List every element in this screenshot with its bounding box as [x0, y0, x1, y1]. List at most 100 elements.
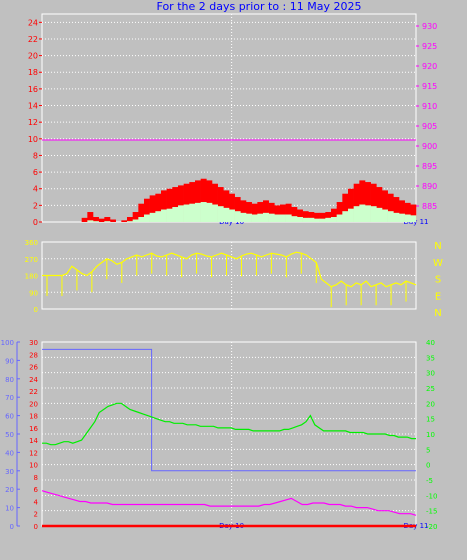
- left-tick-label: 26: [29, 364, 38, 372]
- left-tick-label: 4: [34, 498, 39, 506]
- right-tick-label: 30: [426, 370, 435, 378]
- compass-label: N: [434, 241, 441, 252]
- right-tick-label: 0: [426, 462, 430, 470]
- gust-bar: [161, 190, 167, 222]
- wind-bar: [87, 220, 94, 222]
- gust-bar: [308, 212, 315, 222]
- humidity-tick-label: 10: [5, 505, 14, 513]
- gust-bar: [217, 187, 224, 222]
- gust-bar: [382, 190, 388, 222]
- wind-bar: [189, 203, 196, 222]
- compass-label: W: [433, 258, 443, 269]
- direction-series: [42, 251, 417, 288]
- gust-bar: [353, 183, 360, 222]
- compass-label: S: [435, 275, 441, 286]
- left-tick-label: 2: [34, 511, 38, 519]
- gust-bar: [223, 190, 230, 222]
- wind-bar: [365, 205, 371, 222]
- wind-bar: [229, 209, 235, 222]
- right-tick-label: 10: [426, 431, 435, 439]
- wind-bar: [161, 209, 167, 222]
- wind-bar: [183, 204, 190, 222]
- temperature-series: [42, 402, 416, 446]
- right-tick-label: 5: [426, 446, 430, 454]
- right-tick-label: 915: [422, 82, 437, 91]
- gust-bar: [212, 183, 218, 222]
- left-tick-label: 18: [29, 413, 38, 421]
- gust-bar: [200, 178, 207, 222]
- right-tick-label: 25: [426, 385, 435, 393]
- left-tick-label: 28: [29, 351, 38, 359]
- left-tick-label: 24: [29, 376, 38, 384]
- gust-bar: [81, 217, 88, 222]
- direction-tick-label: 180: [25, 273, 38, 281]
- right-tick-label: 905: [422, 122, 437, 131]
- left-tick-label: 20: [29, 400, 38, 408]
- wind-bar: [291, 216, 298, 222]
- left-tick-label: 22: [29, 388, 38, 396]
- gust-bar: [104, 217, 111, 222]
- gust-bar: [229, 193, 235, 222]
- gust-bar: [195, 180, 201, 222]
- left-tick-label: 30: [29, 339, 38, 347]
- left-tick-label: 2: [33, 201, 38, 210]
- wind-bar: [206, 202, 213, 222]
- gust-bar: [138, 203, 145, 222]
- left-tick-label: 8: [34, 474, 38, 482]
- gust-bar: [280, 204, 286, 222]
- humidity-tick-label: 20: [5, 486, 14, 494]
- humidity-tick-label: 50: [5, 431, 14, 439]
- wind-bar: [127, 221, 133, 222]
- left-tick-label: 6: [34, 486, 39, 494]
- wind-bar: [240, 212, 247, 222]
- wind-bar: [336, 214, 343, 222]
- direction-tick-label: 0: [34, 306, 38, 314]
- direction-tick-label: 90: [29, 289, 38, 297]
- right-tick-label: -10: [426, 492, 437, 500]
- chart-title: For the 2 days prior to : 11 May 2025: [157, 0, 362, 13]
- wind-bar: [104, 221, 111, 222]
- gust-bar: [234, 197, 241, 222]
- wind-bar: [280, 214, 286, 222]
- wind-bar: [200, 202, 207, 222]
- wind-bar: [195, 202, 201, 222]
- gust-bar: [359, 180, 366, 222]
- wind-bar: [212, 204, 218, 222]
- wind-bar: [376, 207, 383, 222]
- gust-bar: [376, 187, 383, 222]
- wind-bar: [325, 217, 332, 222]
- gust-bar: [336, 202, 343, 222]
- compass-label: E: [435, 291, 441, 302]
- wind-bar: [217, 206, 224, 222]
- right-tick-label: -5: [426, 477, 433, 485]
- wind-bar: [359, 204, 366, 222]
- right-tick-label: -20: [426, 523, 437, 531]
- gust-bar: [263, 200, 269, 222]
- gust-bar: [268, 202, 275, 222]
- right-tick-label: 890: [422, 182, 437, 191]
- gust-bar: [302, 211, 309, 222]
- wind-bar: [387, 211, 394, 222]
- left-tick-label: 10: [28, 135, 38, 144]
- left-tick-label: 18: [28, 68, 38, 77]
- left-tick-label: 6: [33, 168, 38, 177]
- gust-bar: [132, 212, 139, 222]
- gust-bar: [149, 195, 156, 222]
- gust-bar: [189, 182, 196, 222]
- right-tick-label: 930: [422, 22, 437, 31]
- gust-bar: [331, 208, 337, 222]
- humidity-tick-label: 60: [5, 413, 14, 421]
- wind-bar: [166, 208, 173, 222]
- wind-bar: [149, 212, 156, 222]
- humidity-series: [42, 348, 416, 472]
- wind-bar: [319, 218, 326, 222]
- gust-bar: [166, 188, 173, 222]
- gust-bar: [206, 180, 213, 222]
- gust-bar: [387, 193, 394, 222]
- wind-bar: [172, 207, 179, 222]
- left-tick-label: 16: [28, 85, 38, 94]
- gust-bar: [291, 207, 298, 222]
- right-tick-label: 895: [422, 162, 437, 171]
